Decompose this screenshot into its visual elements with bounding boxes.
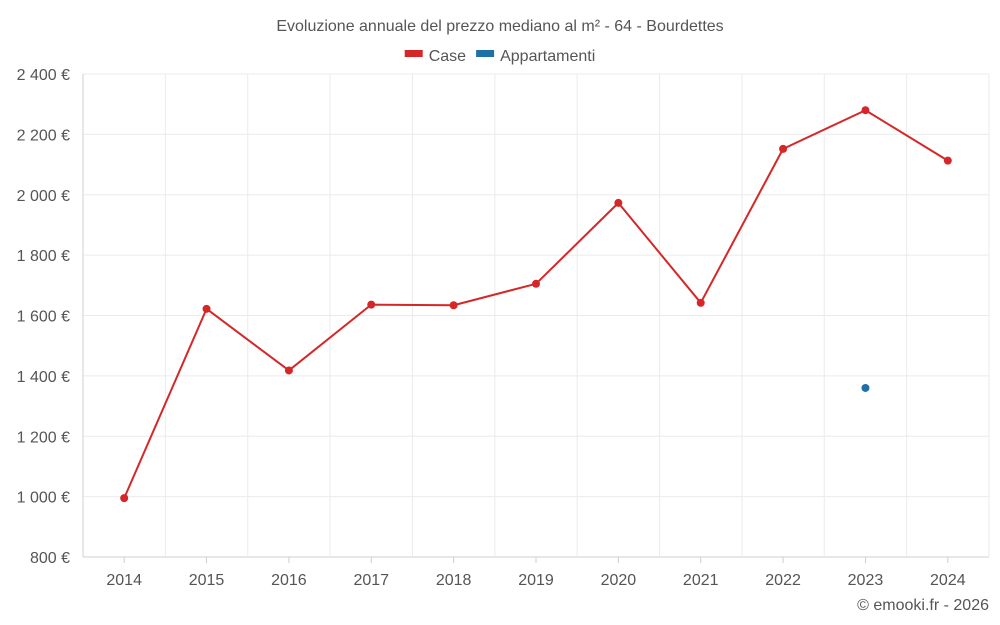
data-point[interactable]	[449, 301, 458, 310]
series-layer	[120, 106, 952, 503]
x-grid	[82, 74, 990, 557]
legend-swatch	[404, 50, 423, 57]
y-tick-label: 2 200 €	[17, 127, 70, 144]
x-tick-label: 2018	[436, 572, 472, 589]
legend-label: Case	[429, 48, 466, 65]
legend-item[interactable]: Case	[404, 48, 466, 65]
data-point[interactable]	[202, 304, 211, 313]
legend: Case Appartamenti	[404, 48, 595, 65]
x-tick-label: 2020	[601, 572, 637, 589]
x-tick-label: 2015	[189, 572, 225, 589]
y-tick-label: 2 000 €	[17, 188, 70, 205]
series-1	[120, 106, 952, 503]
data-point[interactable]	[696, 298, 705, 307]
x-tick-label: 2019	[518, 572, 554, 589]
x-tick-label: 2023	[848, 572, 884, 589]
y-tick-label: 1 200 €	[17, 429, 70, 446]
credit-text: © emooki.fr - 2026	[857, 597, 989, 614]
data-point[interactable]	[943, 156, 952, 165]
y-tick-label: 1 800 €	[17, 248, 70, 265]
x-tick-label: 2021	[683, 572, 719, 589]
x-tick-label: 2024	[930, 572, 966, 589]
y-tick-label: 1 400 €	[17, 369, 70, 386]
x-tick-label: 2014	[106, 572, 142, 589]
data-point[interactable]	[779, 144, 788, 153]
x-axis: 2014 2015 2016 2017 2018 2019 2020 2021 2022 2023…	[106, 557, 966, 589]
legend-swatch	[476, 50, 495, 57]
x-tick-label: 2022	[765, 572, 801, 589]
chart-title: Evoluzione annuale del prezzo mediano al…	[276, 18, 723, 35]
y-tick-label: 800 €	[30, 550, 70, 567]
legend-label: Appartamenti	[500, 48, 595, 65]
data-point[interactable]	[861, 383, 870, 392]
series-2	[861, 383, 870, 392]
y-tick-label: 1 000 €	[17, 490, 70, 507]
x-tick-label: 2016	[271, 572, 307, 589]
y-tick-label: 2 400 €	[17, 67, 70, 84]
data-point[interactable]	[532, 279, 540, 288]
data-point[interactable]	[614, 198, 623, 207]
data-point[interactable]	[284, 366, 293, 375]
x-tick-label: 2017	[353, 572, 389, 589]
data-point[interactable]	[861, 106, 870, 115]
data-point[interactable]	[120, 494, 129, 503]
y-tick-label: 1 600 €	[17, 309, 70, 326]
data-point[interactable]	[367, 300, 376, 309]
legend-item[interactable]: Appartamenti	[476, 48, 595, 65]
y-axis: 800 € 1 000 € 1 200 € 1 400 € 1 600 € 1 800 €…	[17, 67, 70, 567]
y-grid	[83, 73, 989, 558]
